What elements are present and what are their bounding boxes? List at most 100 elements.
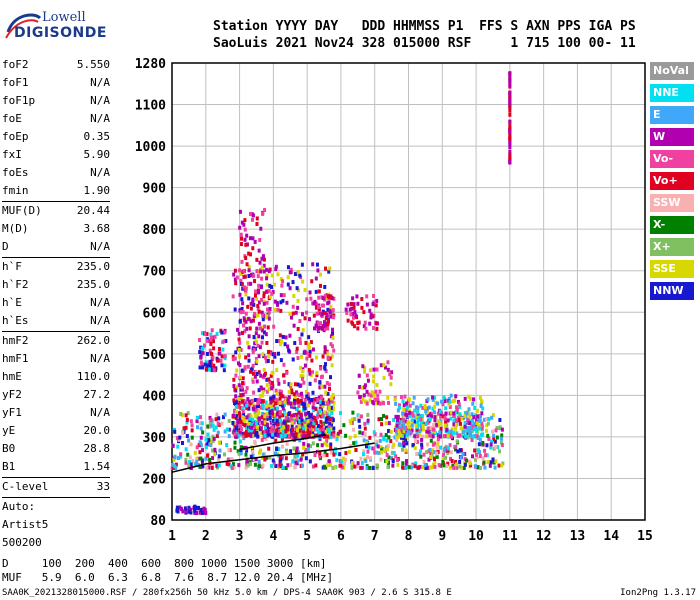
echo-point: [375, 439, 379, 444]
echo-point: [172, 457, 176, 462]
echo-point: [319, 400, 323, 405]
echo-point: [279, 300, 283, 305]
echo-point: [449, 410, 453, 415]
echo-point: [201, 365, 205, 370]
echo-point: [315, 433, 319, 438]
echo-point: [253, 397, 257, 402]
echo-point: [326, 356, 330, 361]
param-note: 500200: [2, 536, 42, 549]
echo-point: [310, 433, 314, 438]
echo-point: [317, 295, 321, 300]
echo-point: [260, 431, 264, 436]
echo-point: [356, 461, 360, 466]
echo-point: [394, 454, 398, 459]
echo-point: [257, 290, 261, 295]
echo-point: [475, 421, 479, 426]
echo-point: [449, 393, 453, 398]
echo-point: [406, 421, 410, 426]
echo-point: [233, 268, 237, 273]
echo-point: [290, 423, 294, 428]
echo-point: [300, 418, 304, 423]
echo-point: [379, 457, 383, 462]
legend-item: Vo-: [650, 150, 694, 168]
param-value: N/A: [90, 406, 110, 419]
echo-point: [222, 368, 226, 373]
echo-point: [268, 418, 272, 423]
echo-point: [260, 455, 264, 460]
echo-point: [463, 420, 467, 425]
echo-point: [251, 213, 255, 218]
echo-point: [298, 319, 302, 324]
echo-point: [245, 233, 249, 238]
echo-point: [305, 310, 309, 315]
echo-point: [265, 267, 269, 272]
echo-point: [350, 465, 354, 470]
echo-point: [276, 302, 280, 307]
echo-point: [449, 450, 453, 455]
echo-point: [233, 440, 237, 445]
echo-point: [420, 445, 424, 450]
echo-point: [238, 340, 242, 345]
echo-point: [244, 288, 248, 293]
echo-point: [433, 441, 437, 446]
echo-point: [240, 387, 244, 392]
echo-point: [278, 415, 282, 420]
echo-point: [239, 448, 243, 453]
echo-point: [453, 426, 457, 431]
echo-point: [473, 448, 477, 453]
echo-point: [374, 442, 378, 447]
echo-point: [278, 410, 282, 415]
echo-point: [299, 412, 303, 417]
echo-point: [422, 452, 426, 457]
echo-point: [471, 401, 475, 406]
echo-point: [395, 458, 399, 463]
echo-point: [249, 319, 253, 324]
echo-point: [395, 421, 399, 426]
echo-point: [351, 311, 355, 316]
echo-point: [251, 246, 255, 251]
echo-point: [354, 440, 358, 445]
echo-point: [368, 465, 372, 470]
echo-point: [296, 453, 300, 458]
echo-point: [249, 369, 253, 374]
echo-point: [494, 428, 498, 433]
echo-point: [282, 373, 286, 378]
echo-point: [308, 400, 312, 405]
echo-point: [255, 257, 259, 262]
echo-point: [248, 211, 252, 216]
echo-point: [242, 422, 246, 427]
echo-point: [439, 411, 443, 416]
echo-point: [271, 359, 275, 364]
echo-point: [275, 406, 279, 411]
echo-point: [216, 421, 220, 426]
echo-point: [293, 341, 297, 346]
echo-point: [238, 424, 242, 429]
echo-point: [190, 423, 194, 428]
echo-point: [315, 373, 319, 378]
echo-point: [331, 335, 335, 340]
echo-point: [387, 435, 391, 440]
echo-point: [234, 281, 238, 286]
echo-point: [356, 301, 360, 306]
echo-point: [362, 438, 366, 443]
echo-point: [237, 347, 241, 352]
echo-point: [256, 424, 260, 429]
echo-point: [205, 331, 209, 336]
echo-point: [508, 82, 512, 87]
echo-point: [429, 414, 433, 419]
echo-point: [319, 424, 323, 429]
echo-point: [268, 415, 272, 420]
echo-point: [273, 307, 277, 312]
echo-point: [244, 355, 248, 360]
echo-point: [239, 232, 243, 237]
y-tick-label: 400: [143, 389, 167, 404]
echo-point: [384, 421, 388, 426]
echo-point: [238, 439, 242, 444]
echo-point: [255, 359, 259, 364]
echo-point: [172, 427, 176, 432]
echo-point: [323, 293, 327, 298]
echo-point: [435, 454, 439, 459]
echo-point: [254, 356, 258, 361]
echo-point: [267, 377, 271, 382]
echo-point: [329, 342, 333, 347]
